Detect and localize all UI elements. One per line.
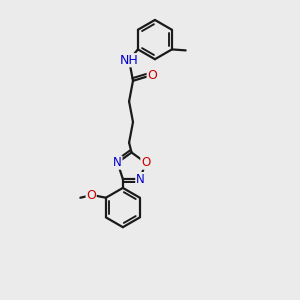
Text: O: O — [147, 69, 157, 82]
Text: N: N — [136, 172, 145, 186]
Text: O: O — [86, 189, 96, 202]
Text: N: N — [113, 156, 122, 169]
Text: NH: NH — [120, 54, 138, 67]
Text: O: O — [141, 156, 150, 169]
